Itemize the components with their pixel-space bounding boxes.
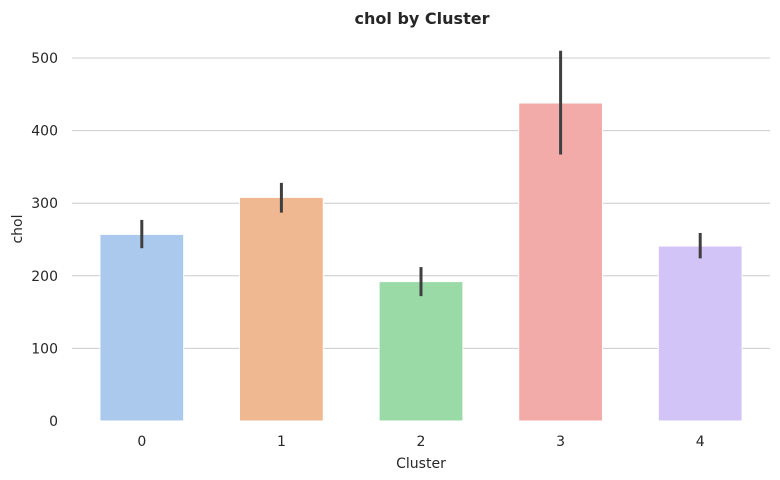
bar-cluster-1	[239, 196, 324, 422]
y-tick-labels: 0 100 200 300 400 500	[31, 51, 58, 430]
x-tick-label: 4	[696, 434, 705, 450]
bars	[99, 102, 743, 422]
x-tick-label: 3	[556, 434, 565, 450]
chart-title: chol by Cluster	[355, 9, 490, 28]
y-tick-label: 400	[31, 124, 58, 140]
x-tick-label: 0	[137, 434, 146, 450]
error-bars	[140, 50, 702, 297]
y-tick-label: 300	[31, 196, 58, 212]
bar-cluster-0	[99, 233, 185, 422]
y-tick-label: 0	[49, 414, 58, 430]
gridlines	[72, 57, 770, 349]
y-tick-label: 100	[31, 341, 58, 357]
x-tick-labels: 0 1 2 3 4	[137, 434, 704, 450]
x-tick-label: 1	[277, 434, 286, 450]
y-tick-label: 200	[31, 269, 58, 285]
x-tick-label: 2	[417, 434, 426, 450]
x-axis-label: Cluster	[396, 456, 446, 472]
bar-cluster-4	[657, 245, 743, 422]
y-tick-label: 500	[31, 51, 58, 67]
y-axis-label: chol	[10, 214, 26, 243]
bar-cluster-2	[378, 281, 464, 422]
bar-cluster-3	[518, 102, 603, 422]
